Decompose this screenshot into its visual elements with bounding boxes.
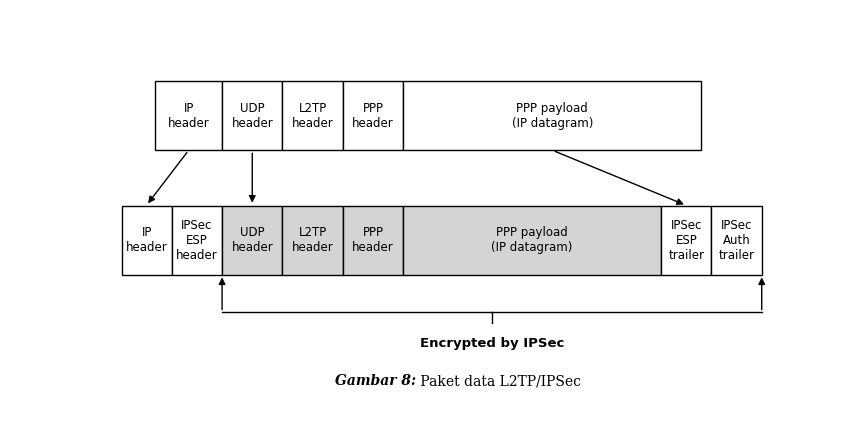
Bar bbox=[403, 82, 702, 151]
Bar bbox=[343, 206, 403, 275]
Text: IP
header: IP header bbox=[168, 102, 209, 130]
Text: IPSec
ESP
header: IPSec ESP header bbox=[176, 219, 218, 262]
Bar bbox=[282, 82, 343, 151]
Text: UDP
header: UDP header bbox=[231, 226, 273, 254]
Text: IPSec
Auth
trailer: IPSec Auth trailer bbox=[719, 219, 754, 262]
Bar bbox=[222, 82, 282, 151]
Text: PPP payload
(IP datagram): PPP payload (IP datagram) bbox=[511, 102, 593, 130]
Text: Encrypted by IPSec: Encrypted by IPSec bbox=[420, 336, 564, 349]
Bar bbox=[403, 206, 661, 275]
Bar bbox=[155, 82, 222, 151]
Bar bbox=[661, 206, 711, 275]
Bar bbox=[121, 206, 172, 275]
Text: PPP
header: PPP header bbox=[352, 226, 394, 254]
Text: PPP
header: PPP header bbox=[352, 102, 394, 130]
Bar bbox=[343, 82, 403, 151]
Bar bbox=[282, 206, 343, 275]
Bar bbox=[222, 206, 282, 275]
Bar bbox=[711, 206, 762, 275]
Text: Paket data L2TP/IPSec: Paket data L2TP/IPSec bbox=[417, 375, 581, 388]
Bar bbox=[172, 206, 222, 275]
Text: L2TP
header: L2TP header bbox=[292, 226, 334, 254]
Text: IP
header: IP header bbox=[125, 226, 168, 254]
Text: UDP
header: UDP header bbox=[231, 102, 273, 130]
Text: L2TP
header: L2TP header bbox=[292, 102, 334, 130]
Text: IPSec
ESP
trailer: IPSec ESP trailer bbox=[669, 219, 704, 262]
Text: Gambar 8:: Gambar 8: bbox=[336, 375, 417, 388]
Text: PPP payload
(IP datagram): PPP payload (IP datagram) bbox=[491, 226, 573, 254]
